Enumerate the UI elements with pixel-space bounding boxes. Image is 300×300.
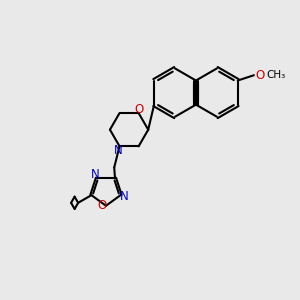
Text: N: N <box>91 168 100 181</box>
Text: N: N <box>114 144 122 157</box>
Text: N: N <box>120 190 128 203</box>
Text: O: O <box>134 103 143 116</box>
Text: O: O <box>255 69 265 82</box>
Text: CH₃: CH₃ <box>266 70 286 80</box>
Text: O: O <box>98 199 107 212</box>
